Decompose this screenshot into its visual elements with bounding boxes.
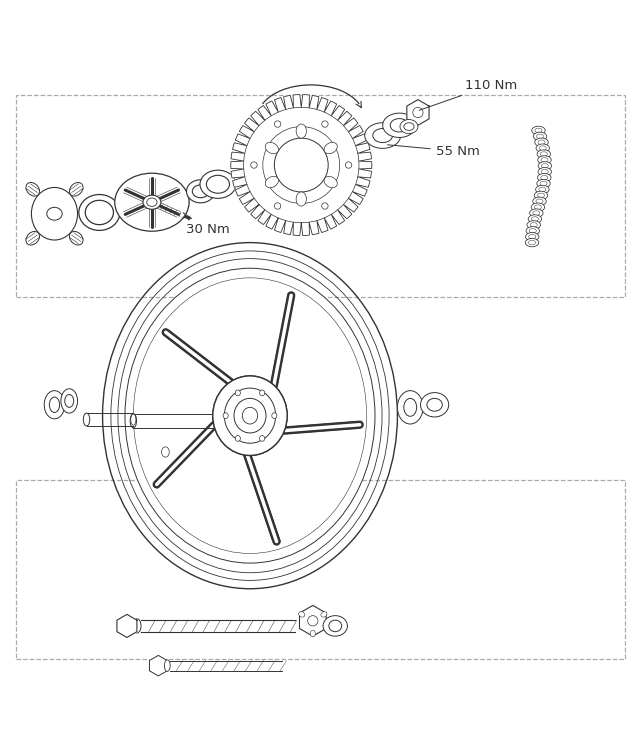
Ellipse shape (260, 390, 265, 396)
Ellipse shape (69, 183, 83, 196)
Ellipse shape (79, 194, 120, 230)
Ellipse shape (538, 162, 551, 170)
Bar (16, 95, 625, 297)
Ellipse shape (537, 180, 550, 188)
Ellipse shape (234, 399, 266, 433)
Ellipse shape (260, 435, 265, 441)
Ellipse shape (265, 142, 278, 154)
Ellipse shape (44, 390, 65, 419)
Ellipse shape (242, 408, 258, 424)
Ellipse shape (162, 447, 169, 457)
Ellipse shape (526, 239, 538, 247)
Ellipse shape (69, 231, 83, 245)
Ellipse shape (274, 121, 281, 127)
Ellipse shape (345, 162, 352, 168)
Bar (16, 479, 625, 659)
Ellipse shape (224, 388, 276, 444)
Ellipse shape (274, 138, 328, 192)
Ellipse shape (115, 174, 189, 231)
Ellipse shape (164, 660, 171, 672)
Ellipse shape (322, 121, 328, 127)
Ellipse shape (251, 162, 257, 168)
Ellipse shape (536, 144, 549, 153)
Ellipse shape (537, 150, 551, 159)
Ellipse shape (321, 612, 327, 617)
Ellipse shape (125, 269, 375, 563)
Ellipse shape (535, 138, 548, 147)
Ellipse shape (235, 390, 240, 396)
Ellipse shape (187, 180, 215, 203)
Ellipse shape (528, 215, 542, 223)
Ellipse shape (274, 203, 281, 209)
Ellipse shape (529, 209, 543, 217)
Ellipse shape (324, 177, 337, 188)
Text: 55 Nm: 55 Nm (387, 145, 479, 158)
Ellipse shape (527, 221, 540, 229)
Ellipse shape (83, 413, 90, 426)
Polygon shape (117, 614, 137, 637)
Polygon shape (231, 94, 372, 236)
Ellipse shape (26, 231, 40, 245)
Ellipse shape (223, 413, 228, 419)
Ellipse shape (533, 197, 546, 206)
Ellipse shape (420, 393, 449, 417)
Ellipse shape (538, 156, 551, 164)
Text: 30 Nm: 30 Nm (183, 212, 229, 236)
Ellipse shape (400, 120, 418, 134)
Ellipse shape (272, 413, 277, 419)
Ellipse shape (235, 435, 240, 441)
Ellipse shape (535, 191, 548, 200)
Ellipse shape (536, 186, 549, 194)
Ellipse shape (130, 414, 137, 428)
Ellipse shape (296, 124, 306, 138)
Ellipse shape (365, 123, 401, 148)
Ellipse shape (26, 183, 40, 196)
Ellipse shape (538, 174, 551, 182)
Ellipse shape (61, 389, 78, 413)
Polygon shape (299, 605, 326, 636)
Ellipse shape (147, 198, 157, 206)
Ellipse shape (310, 631, 315, 637)
Ellipse shape (526, 233, 539, 241)
Ellipse shape (296, 192, 306, 206)
Ellipse shape (322, 203, 328, 209)
Polygon shape (407, 99, 429, 126)
Ellipse shape (234, 399, 266, 433)
Ellipse shape (531, 203, 545, 212)
Ellipse shape (299, 612, 304, 617)
Ellipse shape (265, 177, 278, 188)
Ellipse shape (526, 227, 540, 235)
Ellipse shape (323, 616, 347, 636)
Ellipse shape (31, 188, 78, 240)
Ellipse shape (47, 207, 62, 220)
Ellipse shape (397, 390, 423, 424)
Ellipse shape (200, 170, 236, 198)
Ellipse shape (133, 619, 141, 633)
Ellipse shape (213, 376, 287, 456)
Ellipse shape (383, 113, 416, 138)
Ellipse shape (213, 376, 287, 456)
Ellipse shape (324, 142, 337, 154)
Ellipse shape (143, 195, 161, 209)
Ellipse shape (538, 168, 551, 176)
Ellipse shape (531, 126, 545, 135)
Ellipse shape (224, 388, 276, 444)
Text: 110 Nm: 110 Nm (419, 79, 517, 110)
Ellipse shape (533, 132, 547, 141)
Ellipse shape (242, 408, 258, 424)
Polygon shape (149, 655, 167, 676)
